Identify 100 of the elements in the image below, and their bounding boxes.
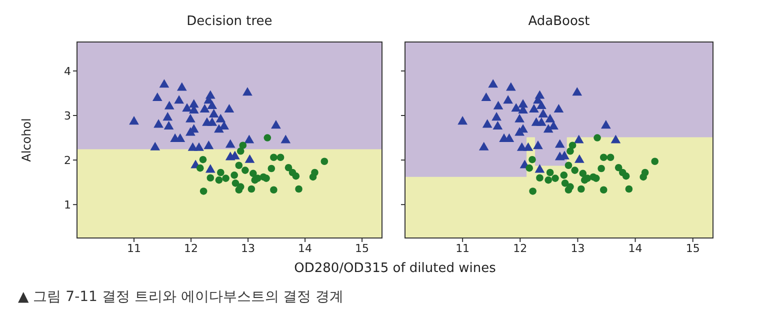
point — [194, 142, 204, 151]
point — [235, 186, 243, 194]
x-tick-label: 15 — [686, 242, 700, 255]
point — [564, 186, 572, 194]
point — [514, 127, 524, 136]
point — [488, 79, 498, 88]
point — [207, 100, 218, 109]
point — [186, 114, 196, 122]
point — [230, 172, 238, 179]
point — [600, 154, 608, 162]
point — [164, 100, 174, 110]
point — [311, 168, 318, 176]
x-tick-label: 14 — [628, 242, 642, 255]
point — [164, 120, 174, 130]
point — [217, 168, 224, 176]
x-tick-label: 12 — [513, 242, 528, 255]
point — [206, 174, 214, 182]
point — [159, 79, 170, 88]
point — [606, 154, 614, 162]
point — [481, 92, 492, 101]
point — [271, 120, 281, 129]
point — [514, 114, 524, 122]
point — [552, 174, 559, 182]
point — [225, 139, 236, 148]
point — [270, 154, 278, 162]
point — [224, 104, 234, 113]
x-tick-label: 13 — [570, 242, 585, 255]
point — [262, 174, 270, 182]
point — [235, 162, 243, 170]
point — [572, 87, 582, 96]
point — [205, 164, 216, 173]
point — [478, 142, 489, 150]
point — [215, 176, 223, 184]
point — [651, 158, 659, 166]
point — [523, 142, 534, 151]
point — [199, 156, 207, 164]
point — [598, 164, 605, 172]
point — [242, 87, 252, 96]
point — [561, 180, 569, 187]
point — [511, 103, 522, 112]
point — [610, 134, 621, 144]
point — [200, 104, 210, 113]
chart-title: AdaBoost — [527, 14, 591, 29]
point — [174, 95, 184, 104]
point — [176, 82, 187, 91]
point — [536, 117, 546, 126]
point — [534, 90, 545, 99]
point — [244, 154, 255, 163]
point — [200, 188, 208, 195]
y-tick-label: 1 — [64, 198, 71, 212]
point — [458, 116, 468, 125]
point — [182, 103, 192, 112]
point — [152, 92, 162, 101]
point — [529, 104, 539, 113]
point — [250, 170, 257, 178]
point — [482, 119, 492, 128]
point — [529, 188, 536, 195]
point — [154, 119, 164, 128]
point — [268, 164, 276, 172]
point — [284, 164, 292, 172]
point — [536, 174, 544, 182]
point — [207, 117, 218, 126]
point — [568, 142, 576, 149]
point — [571, 166, 578, 174]
y-axis-title: Alcohol — [19, 118, 34, 162]
x-axis-title: OD280/OD315 of diluted wines — [293, 261, 497, 276]
point — [205, 90, 216, 99]
point — [492, 112, 502, 121]
point — [538, 108, 548, 118]
point — [242, 166, 249, 174]
point — [295, 185, 302, 193]
y-tick-label: 2 — [64, 154, 71, 167]
point — [506, 82, 516, 91]
point — [292, 172, 300, 180]
point — [162, 112, 173, 121]
point — [280, 134, 291, 144]
point — [204, 140, 214, 150]
point — [236, 147, 244, 155]
point — [244, 134, 254, 144]
point — [594, 134, 601, 142]
point — [232, 180, 240, 187]
point — [248, 185, 256, 193]
point — [622, 172, 630, 180]
point — [560, 172, 568, 179]
point — [614, 164, 622, 172]
point — [208, 108, 219, 118]
x-tick-label: 14 — [298, 242, 312, 255]
point — [534, 164, 545, 173]
point — [492, 120, 503, 130]
point — [186, 127, 196, 136]
text: ▲ 그림 7-11 결정 트리와 에이다부스트의 결정 경계 — [18, 288, 344, 306]
point — [150, 142, 160, 150]
y-tick-label: 4 — [64, 64, 71, 78]
point — [574, 154, 584, 163]
point — [526, 164, 534, 172]
point — [548, 120, 558, 130]
point — [600, 186, 608, 194]
point — [578, 185, 585, 193]
point — [264, 134, 272, 142]
point — [554, 139, 565, 148]
